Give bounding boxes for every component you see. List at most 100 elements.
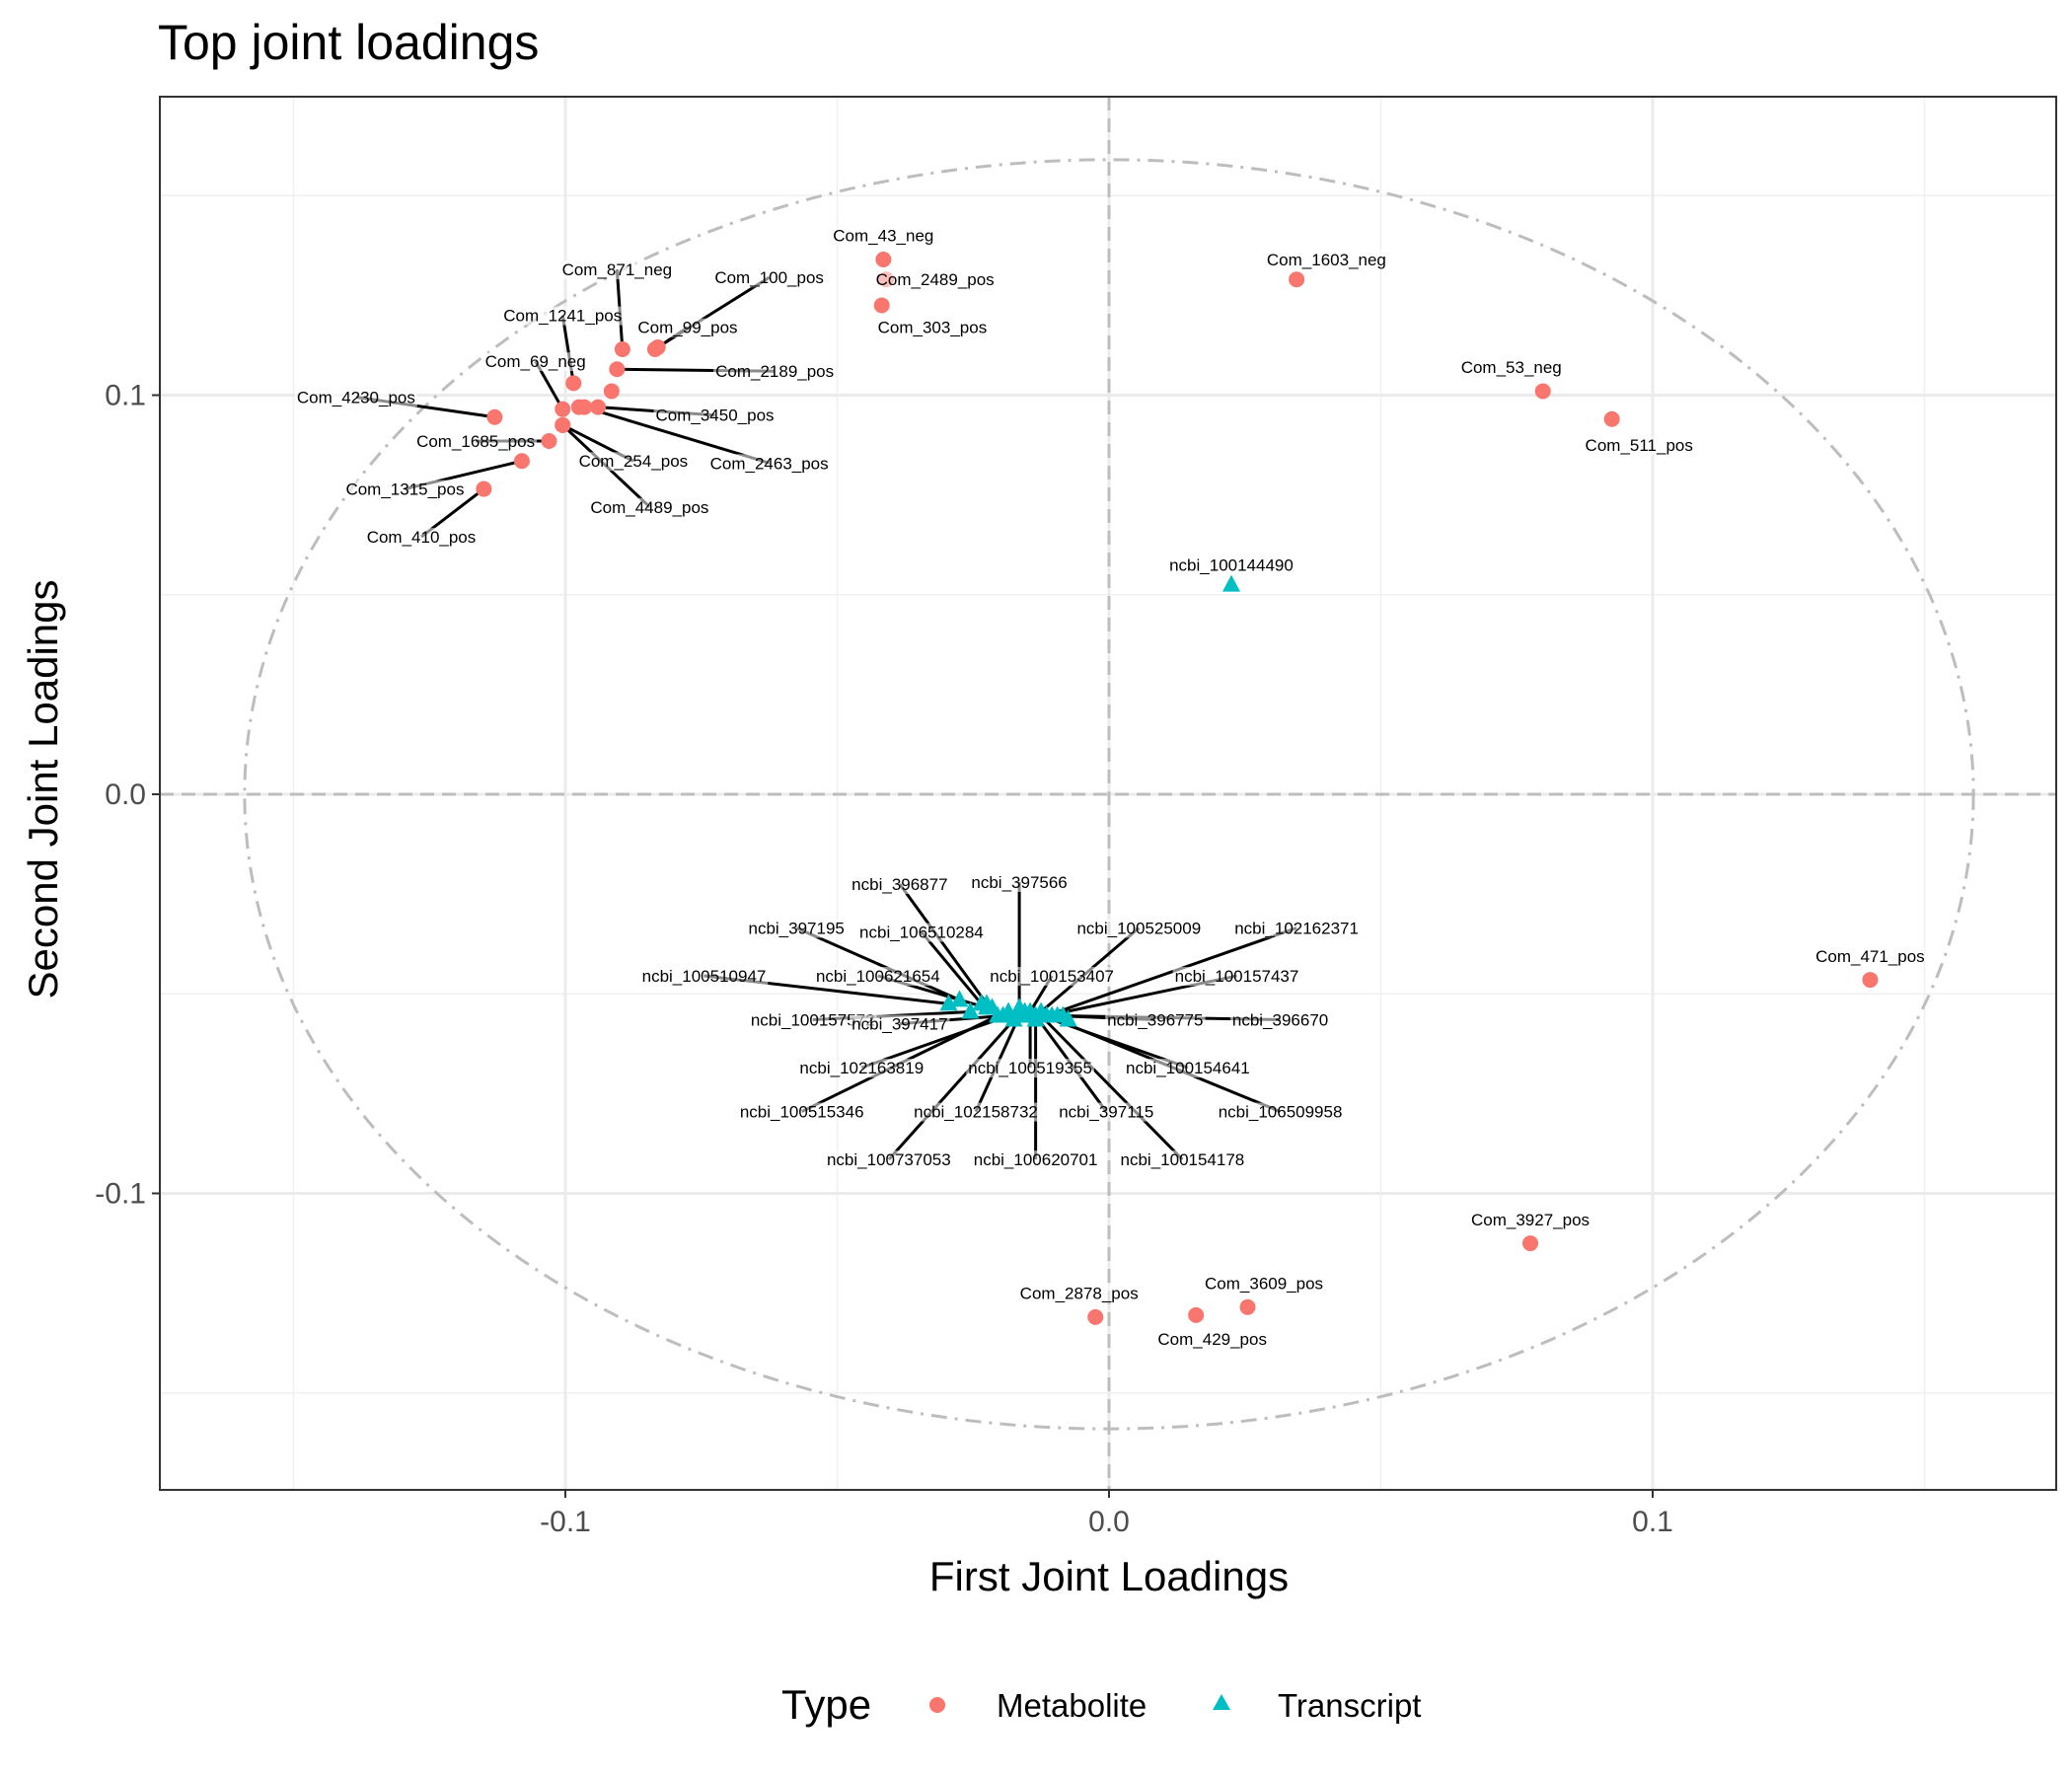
- point-label: Com_53_neg: [1461, 358, 1562, 377]
- point-label-background: [1229, 1010, 1331, 1030]
- point-label: Com_3450_pos: [656, 407, 775, 425]
- point-label: Com_100_pos: [714, 268, 824, 287]
- metabolite-point: [609, 361, 626, 378]
- point-label: Com_4230_pos: [297, 389, 415, 407]
- correlation-circle: [243, 158, 1975, 1431]
- point-label: Com_1685_pos: [416, 432, 535, 451]
- point-label: Com_303_pos: [878, 319, 988, 337]
- x-tick-label: -0.1: [540, 1506, 591, 1538]
- metabolite-point: [513, 453, 530, 470]
- point-label: Com_1241_pos: [503, 307, 622, 326]
- point-label-background: [969, 872, 1070, 892]
- point-label: Com_2189_pos: [715, 362, 834, 381]
- x-tick-label: 0.0: [1088, 1506, 1130, 1538]
- point-label-background: [639, 967, 769, 987]
- point-label: ncbi_397566: [971, 873, 1067, 892]
- point-label: Com_69_neg: [485, 352, 586, 371]
- metabolite-point: [555, 416, 571, 433]
- metabolite-point: [1862, 972, 1879, 989]
- point-label-background: [1216, 1102, 1345, 1122]
- point-label: ncbi_396877: [851, 875, 947, 894]
- point-label-background: [850, 1014, 950, 1034]
- point-label: ncbi_100510947: [642, 967, 767, 986]
- point-label: Com_871_neg: [562, 260, 673, 279]
- point-label-background: [1172, 967, 1301, 987]
- leader-line: [920, 930, 983, 1005]
- y-tick-label: -0.1: [95, 1178, 146, 1211]
- leader-line: [560, 315, 575, 384]
- point-label-background: [831, 226, 936, 246]
- point-label-background: [364, 528, 479, 548]
- legend-label-metabolite: Metabolite: [997, 1687, 1147, 1724]
- transcript-point: [983, 998, 1001, 1015]
- metabolite-point: [603, 383, 620, 400]
- transcript-point: [939, 994, 958, 1011]
- metabolite-point: [646, 340, 663, 357]
- point-label-background: [559, 260, 675, 280]
- point-label: ncbi_100737053: [827, 1150, 951, 1169]
- point-label-background: [707, 454, 831, 474]
- y-tick-label: 0.1: [105, 380, 146, 412]
- point-label: ncbi_100154641: [1126, 1059, 1250, 1077]
- point-label-background: [1017, 1284, 1141, 1303]
- metabolite-point: [1239, 1298, 1256, 1315]
- point-label: ncbi_397195: [748, 920, 844, 938]
- point-label-background: [576, 452, 691, 472]
- transcript-point: [1043, 1005, 1062, 1023]
- point-label-background: [1203, 1274, 1326, 1294]
- point-label-background: [343, 480, 467, 499]
- metabolite-point: [1289, 271, 1305, 288]
- point-label: ncbi_397115: [1059, 1103, 1153, 1122]
- transcript-point: [999, 1001, 1018, 1019]
- point-label: ncbi_106510284: [859, 924, 984, 942]
- point-label-background: [966, 1059, 1094, 1078]
- legend-label-transcript: Transcript: [1278, 1687, 1421, 1724]
- point-labels: Com_43_neg Com_2489_pos Com_303_pos Com_160…: [294, 226, 1927, 1350]
- point-label-background: [873, 270, 997, 290]
- point-label-background: [737, 1102, 866, 1122]
- point-label-background: [588, 497, 711, 517]
- legend-metabolite-circle-icon: [929, 1697, 945, 1713]
- metabolite-point: [555, 401, 571, 417]
- axis-ticks: -0.1 0.0 0.1 -0.1 0.0 0.1: [95, 380, 1673, 1539]
- reference-lines: [160, 97, 2056, 1490]
- metabolite-point: [570, 399, 587, 415]
- transcript-point: [950, 990, 969, 1007]
- x-axis-title: First Joint Loadings: [929, 1553, 1289, 1599]
- point-label-background: [813, 967, 942, 987]
- point-label-background: [635, 318, 740, 337]
- point-label-background: [1124, 1059, 1252, 1078]
- x-tick-label: 0.1: [1632, 1506, 1673, 1538]
- point-label: ncbi_100157437: [1175, 967, 1299, 986]
- transcript-point: [1015, 1001, 1034, 1019]
- point-label: Com_99_pos: [637, 319, 737, 337]
- leader-line: [898, 883, 989, 1005]
- transcript-point: [1221, 574, 1240, 592]
- metabolite-point: [873, 297, 890, 314]
- point-label: Com_3609_pos: [1205, 1275, 1323, 1294]
- point-label: Com_1315_pos: [345, 481, 464, 499]
- point-label: ncbi_100525009: [1076, 920, 1201, 938]
- point-label: ncbi_397417: [851, 1015, 947, 1034]
- metabolite-point: [541, 433, 557, 450]
- transcript-point: [1059, 1009, 1077, 1027]
- y-axis-title: Second Joint Loadings: [20, 580, 66, 999]
- point-label-background: [748, 1010, 877, 1030]
- metabolite-point: [486, 408, 503, 425]
- point-label-background: [1167, 555, 1295, 575]
- leader-line: [1046, 926, 1297, 1017]
- metabolite-point: [1522, 1235, 1539, 1252]
- point-label-background: [1583, 436, 1695, 456]
- point-label-background: [1155, 1330, 1269, 1350]
- point-label: Com_1603_neg: [1267, 251, 1386, 269]
- metabolite-point: [565, 375, 582, 392]
- point-label-background: [1813, 946, 1927, 966]
- metabolite-point: [614, 340, 630, 357]
- point-label-background: [713, 362, 837, 382]
- point-label: Com_2463_pos: [710, 454, 829, 473]
- metabolite-point: [875, 251, 892, 267]
- point-label: ncbi_102158732: [914, 1103, 1038, 1122]
- point-label: ncbi_106509958: [1219, 1103, 1343, 1122]
- point-label-background: [746, 919, 847, 938]
